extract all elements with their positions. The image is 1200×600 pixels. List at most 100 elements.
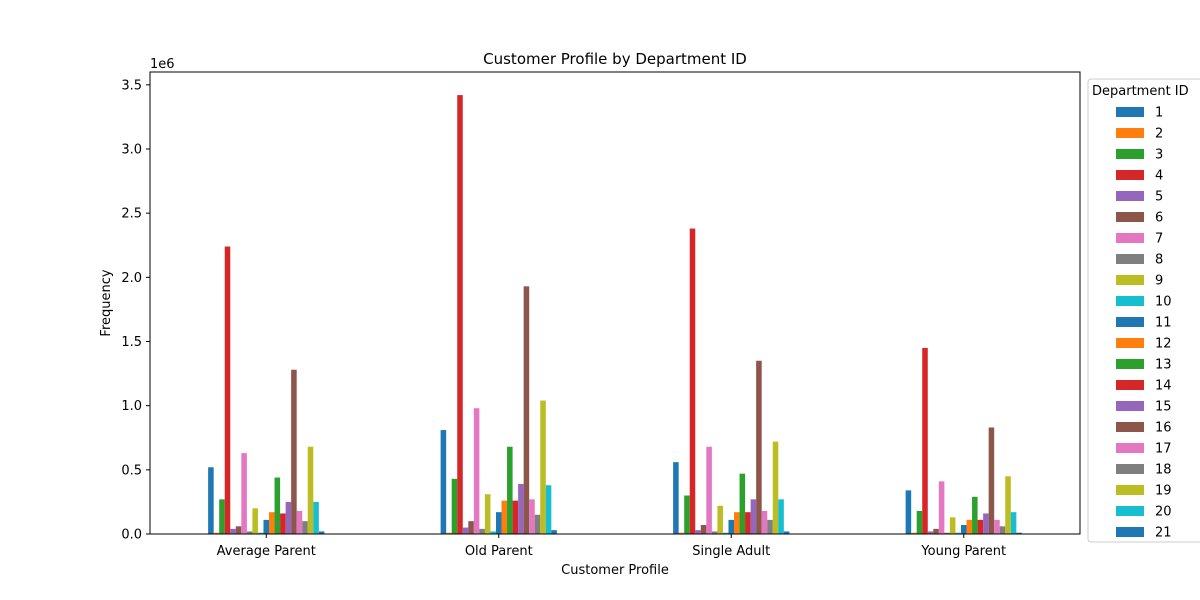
legend-label: 12 bbox=[1155, 337, 1172, 352]
legend-swatch bbox=[1116, 527, 1144, 537]
bar-dept-20-average-parent bbox=[313, 501, 319, 534]
bar-dept-10-young-parent bbox=[955, 532, 961, 534]
bar-dept-20-single-adult bbox=[778, 499, 784, 534]
bar-dept-7-single-adult bbox=[706, 446, 712, 534]
legend-swatch bbox=[1116, 317, 1144, 327]
legend-swatch bbox=[1116, 128, 1144, 138]
y-tick-label: 3.5 bbox=[121, 78, 142, 93]
legend-swatch bbox=[1116, 401, 1144, 411]
bar-dept-9-average-parent bbox=[252, 508, 258, 534]
bars bbox=[208, 95, 1022, 534]
bar-dept-15-young-parent bbox=[983, 513, 989, 534]
bar-dept-19-average-parent bbox=[307, 446, 314, 534]
bar-dept-13-old-parent bbox=[507, 446, 513, 534]
bar-dept-3-single-adult bbox=[684, 495, 690, 534]
legend-label: 17 bbox=[1155, 442, 1172, 457]
legend-label: 13 bbox=[1155, 358, 1172, 373]
bar-dept-8-young-parent bbox=[944, 532, 950, 534]
bar-dept-14-old-parent bbox=[512, 500, 519, 534]
bar-dept-6-single-adult bbox=[700, 525, 707, 534]
bar-dept-4-single-adult bbox=[689, 228, 696, 534]
bar-dept-5-average-parent bbox=[230, 528, 236, 534]
bar-dept-12-old-parent bbox=[501, 500, 508, 534]
legend-swatch bbox=[1116, 170, 1144, 180]
bar-dept-18-young-parent bbox=[999, 526, 1006, 534]
bar-dept-2-average-parent bbox=[213, 532, 220, 534]
legend-label: 10 bbox=[1155, 295, 1172, 310]
legend-label: 4 bbox=[1155, 169, 1163, 184]
bar-dept-12-average-parent bbox=[269, 512, 275, 534]
legend-label: 18 bbox=[1155, 463, 1172, 478]
bar-dept-7-young-parent bbox=[938, 481, 945, 534]
legend-swatch bbox=[1116, 233, 1144, 243]
legend-swatch bbox=[1116, 275, 1144, 285]
bar-dept-3-young-parent bbox=[916, 510, 923, 534]
bar-dept-4-old-parent bbox=[457, 95, 463, 534]
bar-dept-5-old-parent bbox=[462, 527, 469, 534]
bar-dept-21-single-adult bbox=[783, 531, 790, 534]
bar-dept-11-old-parent bbox=[495, 512, 502, 534]
y-tick-label: 1.0 bbox=[121, 399, 142, 414]
bar-dept-5-single-adult bbox=[695, 530, 701, 534]
bar-dept-8-average-parent bbox=[246, 531, 253, 534]
legend-swatch bbox=[1116, 464, 1144, 474]
y-tick-label: 0.0 bbox=[121, 528, 142, 543]
bar-dept-17-old-parent bbox=[529, 499, 535, 534]
legend-swatch bbox=[1116, 485, 1144, 495]
x-tick-label: Average Parent bbox=[217, 544, 316, 559]
bar-dept-11-average-parent bbox=[263, 519, 270, 534]
legend-label: 20 bbox=[1155, 505, 1172, 520]
bar-dept-13-single-adult bbox=[739, 473, 746, 534]
plot-frame bbox=[149, 71, 1081, 535]
legend-swatch bbox=[1116, 443, 1144, 453]
legend-label: 5 bbox=[1155, 190, 1163, 205]
bar-dept-16-old-parent bbox=[523, 286, 530, 534]
bar-dept-21-young-parent bbox=[1016, 532, 1022, 534]
bar-dept-15-average-parent bbox=[285, 501, 292, 534]
bar-dept-21-average-parent bbox=[318, 531, 325, 534]
bar-dept-14-young-parent bbox=[977, 519, 984, 534]
bar-dept-1-single-adult bbox=[673, 462, 679, 534]
legend-title: Department ID bbox=[1092, 84, 1189, 99]
legend-swatch bbox=[1116, 296, 1144, 306]
bar-dept-8-single-adult bbox=[711, 531, 718, 534]
bar-dept-7-old-parent bbox=[473, 408, 480, 534]
bar-dept-7-average-parent bbox=[241, 453, 247, 534]
bar-dept-17-young-parent bbox=[994, 519, 1000, 534]
bar-dept-8-old-parent bbox=[479, 528, 485, 534]
bar-dept-3-average-parent bbox=[219, 499, 225, 534]
x-tick-label: Young Parent bbox=[920, 544, 1006, 559]
legend-swatch bbox=[1116, 422, 1144, 432]
bar-dept-19-single-adult bbox=[772, 441, 779, 534]
bar-dept-15-single-adult bbox=[750, 499, 757, 534]
legend: Department ID 12345678910111213141516171… bbox=[1087, 78, 1200, 543]
bar-dept-1-average-parent bbox=[208, 467, 214, 534]
y-tick-label: 2.0 bbox=[121, 271, 142, 286]
bar-dept-10-single-adult bbox=[722, 532, 729, 534]
legend-swatch bbox=[1116, 212, 1144, 222]
bar-dept-18-single-adult bbox=[767, 519, 773, 534]
bar-dept-20-young-parent bbox=[1010, 512, 1017, 534]
legend-label: 6 bbox=[1155, 211, 1163, 226]
bar-dept-3-old-parent bbox=[451, 478, 458, 534]
bar-dept-2-old-parent bbox=[446, 532, 452, 534]
legend-label: 21 bbox=[1155, 526, 1172, 541]
legend-swatch bbox=[1116, 338, 1144, 348]
bar-dept-19-old-parent bbox=[540, 400, 546, 534]
y-axis-label: Frequency bbox=[99, 269, 114, 336]
y-tick-label: 0.5 bbox=[121, 463, 142, 478]
bar-dept-1-old-parent bbox=[440, 430, 447, 534]
legend-label: 19 bbox=[1155, 484, 1172, 499]
bar-dept-18-average-parent bbox=[302, 521, 308, 534]
bar-dept-6-average-parent bbox=[235, 526, 242, 534]
x-axis-label: Customer Profile bbox=[561, 563, 669, 578]
bar-dept-11-young-parent bbox=[960, 525, 967, 534]
bar-dept-15-old-parent bbox=[518, 483, 524, 534]
bar-dept-5-young-parent bbox=[927, 531, 934, 534]
legend-label: 8 bbox=[1155, 253, 1163, 268]
bar-dept-16-single-adult bbox=[756, 360, 762, 534]
bar-dept-17-average-parent bbox=[296, 510, 303, 534]
legend-swatch bbox=[1116, 107, 1144, 117]
